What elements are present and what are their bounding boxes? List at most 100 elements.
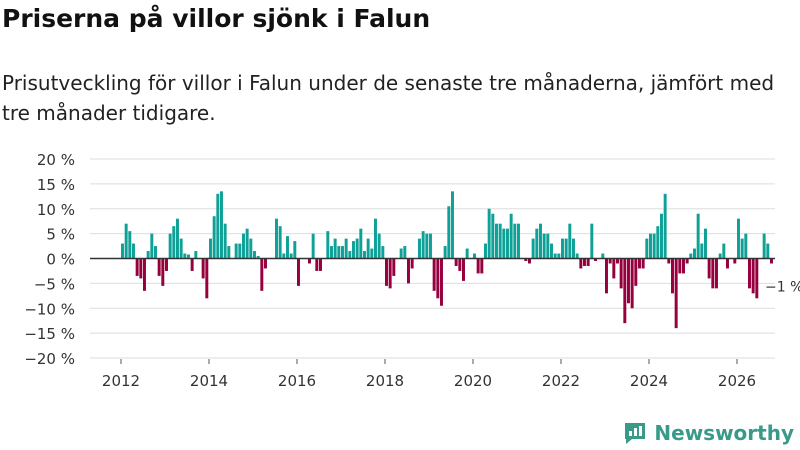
bar: [209, 238, 212, 259]
bar: [605, 258, 608, 294]
bar: [135, 258, 139, 276]
bar: [484, 243, 487, 259]
bar: [473, 253, 476, 259]
bar: [733, 258, 737, 264]
bar: [352, 241, 355, 259]
y-tick-label: −20 %: [24, 350, 75, 368]
bar: [542, 233, 546, 259]
bar: [132, 243, 135, 259]
bar: [363, 251, 366, 259]
bar: [766, 243, 770, 259]
bar: [146, 251, 150, 259]
bar: [249, 238, 253, 259]
bar: [652, 233, 656, 259]
bar: [128, 231, 132, 259]
bar: [161, 258, 165, 286]
bar: [748, 258, 751, 289]
bar: [377, 233, 381, 259]
bar: [645, 238, 649, 259]
bar: [403, 246, 407, 259]
bar: [359, 228, 363, 259]
bar: [150, 233, 154, 259]
chart-subtitle: Prisutveckling för villor i Falun under …: [2, 71, 775, 125]
bar: [641, 258, 645, 269]
bar: [165, 258, 168, 271]
bar: [619, 258, 623, 289]
bar: [326, 231, 330, 259]
bar: [616, 258, 619, 264]
bar: [495, 223, 498, 259]
bar: [634, 258, 638, 286]
bar: [608, 258, 612, 264]
bar: [751, 258, 755, 294]
bar: [344, 238, 348, 259]
bar: [227, 246, 231, 259]
bar: [348, 251, 352, 259]
bar: [319, 258, 322, 271]
bar: [429, 233, 432, 259]
bar: [278, 226, 282, 259]
bar: [704, 228, 707, 259]
bar: [385, 258, 388, 286]
bar: [220, 191, 223, 259]
bar: [201, 258, 205, 279]
bar: [575, 253, 579, 259]
bar: [458, 258, 462, 271]
y-tick-label: −10 %: [24, 300, 75, 318]
bar: [568, 223, 572, 259]
bar: [407, 258, 410, 284]
bar: [711, 258, 715, 289]
bar: [572, 238, 575, 259]
logo-icon: [625, 423, 646, 444]
bar: [693, 248, 696, 259]
bar: [124, 223, 128, 259]
bar: [682, 258, 685, 274]
bar: [282, 253, 286, 259]
bar: [770, 258, 773, 264]
bar: [451, 191, 454, 259]
bar: [535, 228, 539, 259]
bar: [718, 253, 722, 259]
last-value-label: −1 %: [765, 279, 800, 295]
bar: [392, 258, 396, 276]
bar: [476, 258, 480, 274]
bar: [528, 258, 531, 264]
y-tick-label: 10 %: [37, 201, 75, 219]
bar: [234, 243, 238, 259]
bar: [256, 256, 260, 259]
bar: [674, 258, 678, 329]
brand-name: Newsworthy: [654, 421, 794, 445]
bar: [700, 243, 704, 259]
bar: [447, 206, 451, 259]
bar: [194, 251, 198, 259]
bar: [421, 231, 425, 259]
bar: [355, 238, 359, 259]
x-tick-label: 2014: [190, 372, 228, 390]
bar: [601, 253, 605, 259]
bar: [432, 258, 436, 291]
bar: [755, 258, 759, 299]
bar: [638, 258, 641, 269]
x-tick-label: 2024: [630, 372, 668, 390]
bar: [242, 233, 245, 259]
bar: [726, 258, 729, 269]
bar: [308, 258, 311, 264]
y-tick-label: 20 %: [37, 151, 75, 169]
bar: [663, 193, 667, 259]
bar: [286, 236, 289, 259]
bar: [671, 258, 674, 294]
bar: [139, 258, 143, 279]
bar: [539, 223, 542, 259]
bar: [341, 246, 344, 259]
bar: [297, 258, 300, 286]
bar: [205, 258, 209, 299]
bar: [381, 246, 385, 259]
bar: [744, 233, 748, 259]
bar: [630, 258, 634, 309]
bar: [245, 228, 249, 259]
bar: [722, 243, 726, 259]
y-tick-label: −15 %: [24, 325, 75, 343]
bar: [491, 213, 495, 259]
bar: [337, 246, 341, 259]
bar: [678, 258, 682, 274]
